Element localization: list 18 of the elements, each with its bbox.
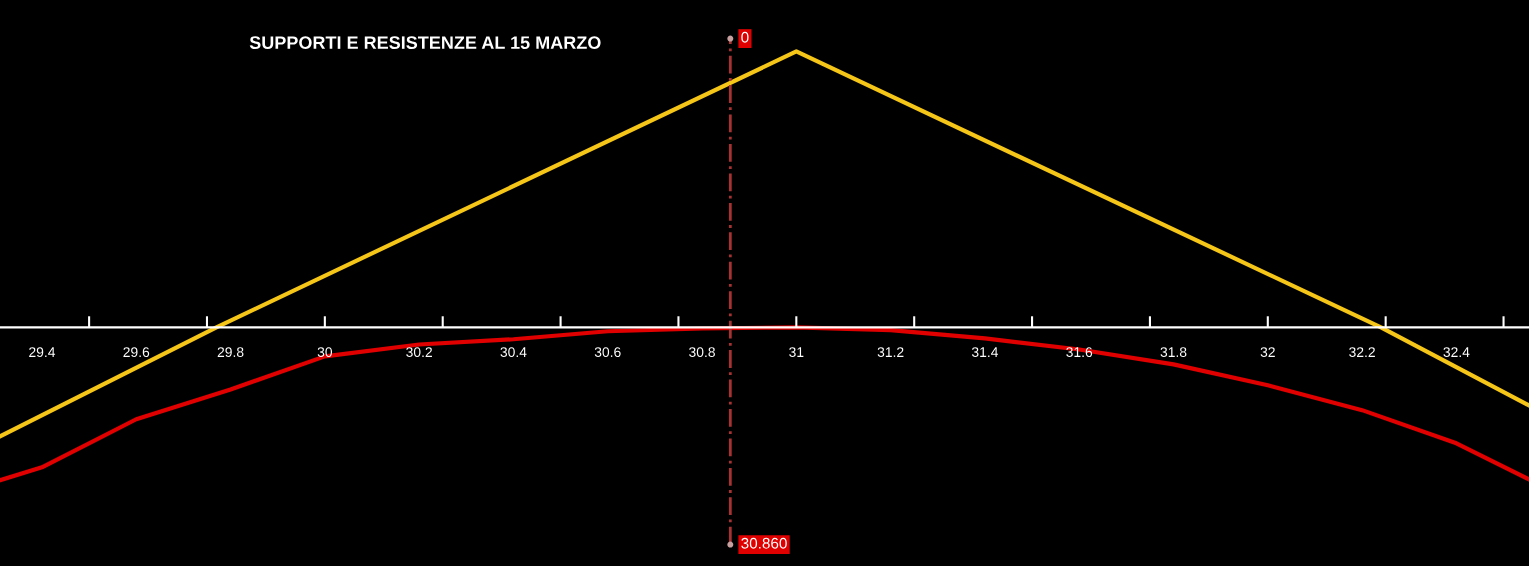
x-tick-label: 32 [1260,347,1275,358]
x-tick-label: 31 [789,347,804,358]
text: 0 [741,31,749,43]
x-tick-label: 29.8 [217,347,244,358]
x-tick-label: 30.6 [594,347,621,358]
x-tick-label: 29.4 [29,347,56,358]
x-tick-label: 31.2 [877,347,904,358]
x-tick-label: 30.8 [689,347,715,358]
ref-line-label: 30.860 [741,537,787,549]
x-tick-label: 30.2 [406,347,432,358]
chart-title: SUPPORTI E RESISTENZE AL 15 MARZO [249,36,601,49]
x-tick-label: 32.2 [1349,347,1375,358]
x-tick-label: 31.4 [971,347,999,358]
x-tick-label: 32.4 [1443,347,1470,358]
x-tick-label: 30 [317,347,333,358]
x-tick-label: 30.4 [500,347,527,358]
x-tick-label: 31.8 [1160,347,1187,358]
x-tick-label: 29.6 [123,347,150,358]
